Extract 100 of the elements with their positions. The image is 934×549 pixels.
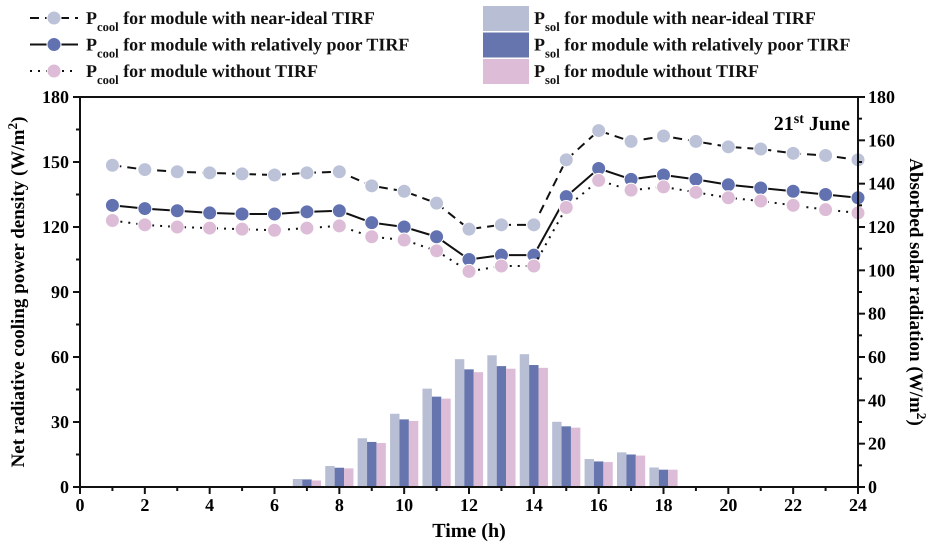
y-tick-label: 30 <box>51 412 69 432</box>
point <box>396 232 412 248</box>
y-tick-label: 90 <box>51 282 69 302</box>
bar <box>520 354 530 487</box>
bar <box>487 355 497 487</box>
y2-tick-label: 160 <box>868 130 895 150</box>
point <box>332 218 347 234</box>
legend-label: P$_{cool}$ for module with relatively poor TIRF <box>86 34 410 60</box>
bar <box>344 468 354 487</box>
point <box>462 252 476 267</box>
y2-tick-label: 0 <box>868 477 877 497</box>
point <box>170 164 185 180</box>
point <box>818 187 834 202</box>
point <box>786 146 801 161</box>
bar <box>358 438 368 487</box>
point <box>656 179 671 194</box>
point <box>656 168 671 182</box>
x-tick-label: 2 <box>140 495 150 515</box>
point <box>624 182 639 198</box>
point <box>267 222 282 238</box>
point <box>688 134 704 149</box>
x-tick-label: 8 <box>334 495 344 515</box>
legend-label: P$_{cool}$ for module with near-ideal TIRF <box>86 8 375 34</box>
annotation: 21$^{st}$ June <box>774 112 850 135</box>
point <box>753 142 768 156</box>
x-tick-label: 20 <box>719 495 738 515</box>
bar <box>422 388 432 487</box>
point <box>462 264 476 279</box>
bar <box>562 426 571 487</box>
point <box>234 166 250 182</box>
point <box>396 184 412 199</box>
point <box>137 217 152 232</box>
point <box>526 258 542 274</box>
y-tick-label: 150 <box>42 152 69 172</box>
point <box>396 220 412 234</box>
point <box>720 177 736 192</box>
point <box>591 123 606 138</box>
legend-label: P$_{sol}$ for module with relatively poor TIRF <box>534 34 850 60</box>
x-tick-label: 22 <box>784 495 802 515</box>
point <box>104 158 120 173</box>
point <box>462 222 476 237</box>
bar <box>454 359 464 487</box>
point <box>364 178 380 194</box>
point <box>429 229 444 244</box>
bar <box>570 428 580 487</box>
bar <box>390 414 400 487</box>
point <box>656 128 671 144</box>
point <box>494 217 509 232</box>
bar <box>464 369 474 487</box>
x-tick-label: 0 <box>76 495 84 515</box>
point <box>786 198 801 213</box>
x-tick-label: 16 <box>590 495 608 515</box>
point <box>720 190 736 206</box>
point <box>688 172 704 187</box>
bar <box>432 396 442 487</box>
point <box>202 205 218 220</box>
bar <box>334 468 344 487</box>
point <box>299 165 314 180</box>
point <box>753 194 768 208</box>
bar <box>649 468 659 487</box>
point <box>591 161 606 176</box>
point <box>267 206 282 222</box>
legend-label: P$_{sol}$ for module without TIRF <box>534 61 760 87</box>
y-tick-label: 60 <box>51 347 69 367</box>
point <box>429 196 444 211</box>
y2-tick-label: 100 <box>868 260 895 280</box>
y2-tick-label: 60 <box>868 347 886 367</box>
point <box>267 168 282 182</box>
point <box>364 229 380 244</box>
y2-tick-label: 20 <box>868 434 886 454</box>
bar <box>496 366 506 487</box>
bar <box>636 456 646 487</box>
point <box>720 139 736 154</box>
point <box>688 184 704 200</box>
bar <box>658 470 668 487</box>
point <box>234 206 250 222</box>
point <box>753 180 768 196</box>
x-tick-label: 4 <box>205 495 214 515</box>
point <box>299 204 314 220</box>
x-tick-label: 24 <box>849 495 867 515</box>
bar <box>474 372 484 487</box>
y2-tick-label: 120 <box>868 217 895 237</box>
point <box>786 184 801 199</box>
x-tick-label: 18 <box>654 495 672 515</box>
point <box>170 203 185 218</box>
y-tick-label: 0 <box>60 477 69 497</box>
bar <box>441 398 451 487</box>
point <box>332 164 347 180</box>
x-tick-label: 12 <box>460 495 478 515</box>
point <box>591 172 606 188</box>
point <box>104 213 120 228</box>
legend-label: P$_{cool}$ for module without TIRF <box>86 61 318 87</box>
point <box>104 198 120 213</box>
y-tick-label: 180 <box>42 87 69 107</box>
x-tick-label: 14 <box>524 495 543 515</box>
x-tick-label: 10 <box>395 495 414 515</box>
point <box>332 203 347 218</box>
point <box>137 201 152 216</box>
y-tick-label: 120 <box>42 217 69 237</box>
point <box>558 200 574 215</box>
